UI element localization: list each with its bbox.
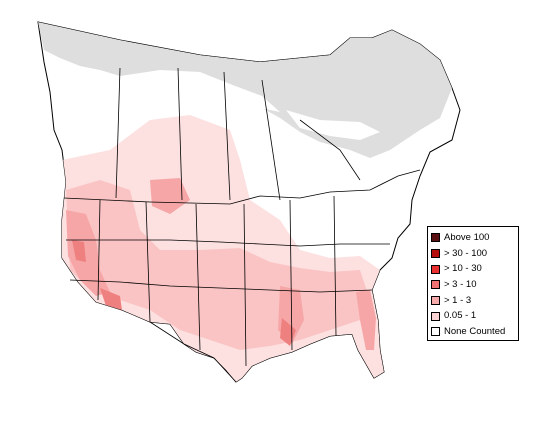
legend-item: None Counted xyxy=(431,324,515,340)
legend-item: > 1 - 3 xyxy=(431,293,515,309)
legend-item: Above 100 xyxy=(431,230,515,246)
legend-label: > 1 - 3 xyxy=(444,294,472,306)
legend-label: 0.05 - 1 xyxy=(444,310,477,322)
legend-label: > 10 - 30 xyxy=(444,263,482,275)
legend-item: 0.05 - 1 xyxy=(431,308,515,324)
legend-label: None Counted xyxy=(444,325,506,337)
map-legend: Above 100 > 30 - 100 > 10 - 30 > 3 - 10 … xyxy=(427,226,519,341)
political-borders xyxy=(63,67,421,383)
legend-swatch xyxy=(431,327,440,337)
legend-swatch xyxy=(431,264,440,274)
legend-item: > 3 - 10 xyxy=(431,277,515,293)
legend-swatch xyxy=(431,280,440,290)
legend-item: > 10 - 30 xyxy=(431,261,515,277)
legend-swatch xyxy=(431,311,440,321)
legend-label: Above 100 xyxy=(444,231,490,243)
legend-swatch xyxy=(431,249,440,259)
abundance-tints xyxy=(62,115,384,382)
legend-swatch xyxy=(431,233,440,243)
legend-label: > 3 - 10 xyxy=(444,278,477,290)
legend-swatch xyxy=(431,296,440,306)
legend-item: > 30 - 100 xyxy=(431,246,515,262)
legend-label: > 30 - 100 xyxy=(444,247,488,259)
